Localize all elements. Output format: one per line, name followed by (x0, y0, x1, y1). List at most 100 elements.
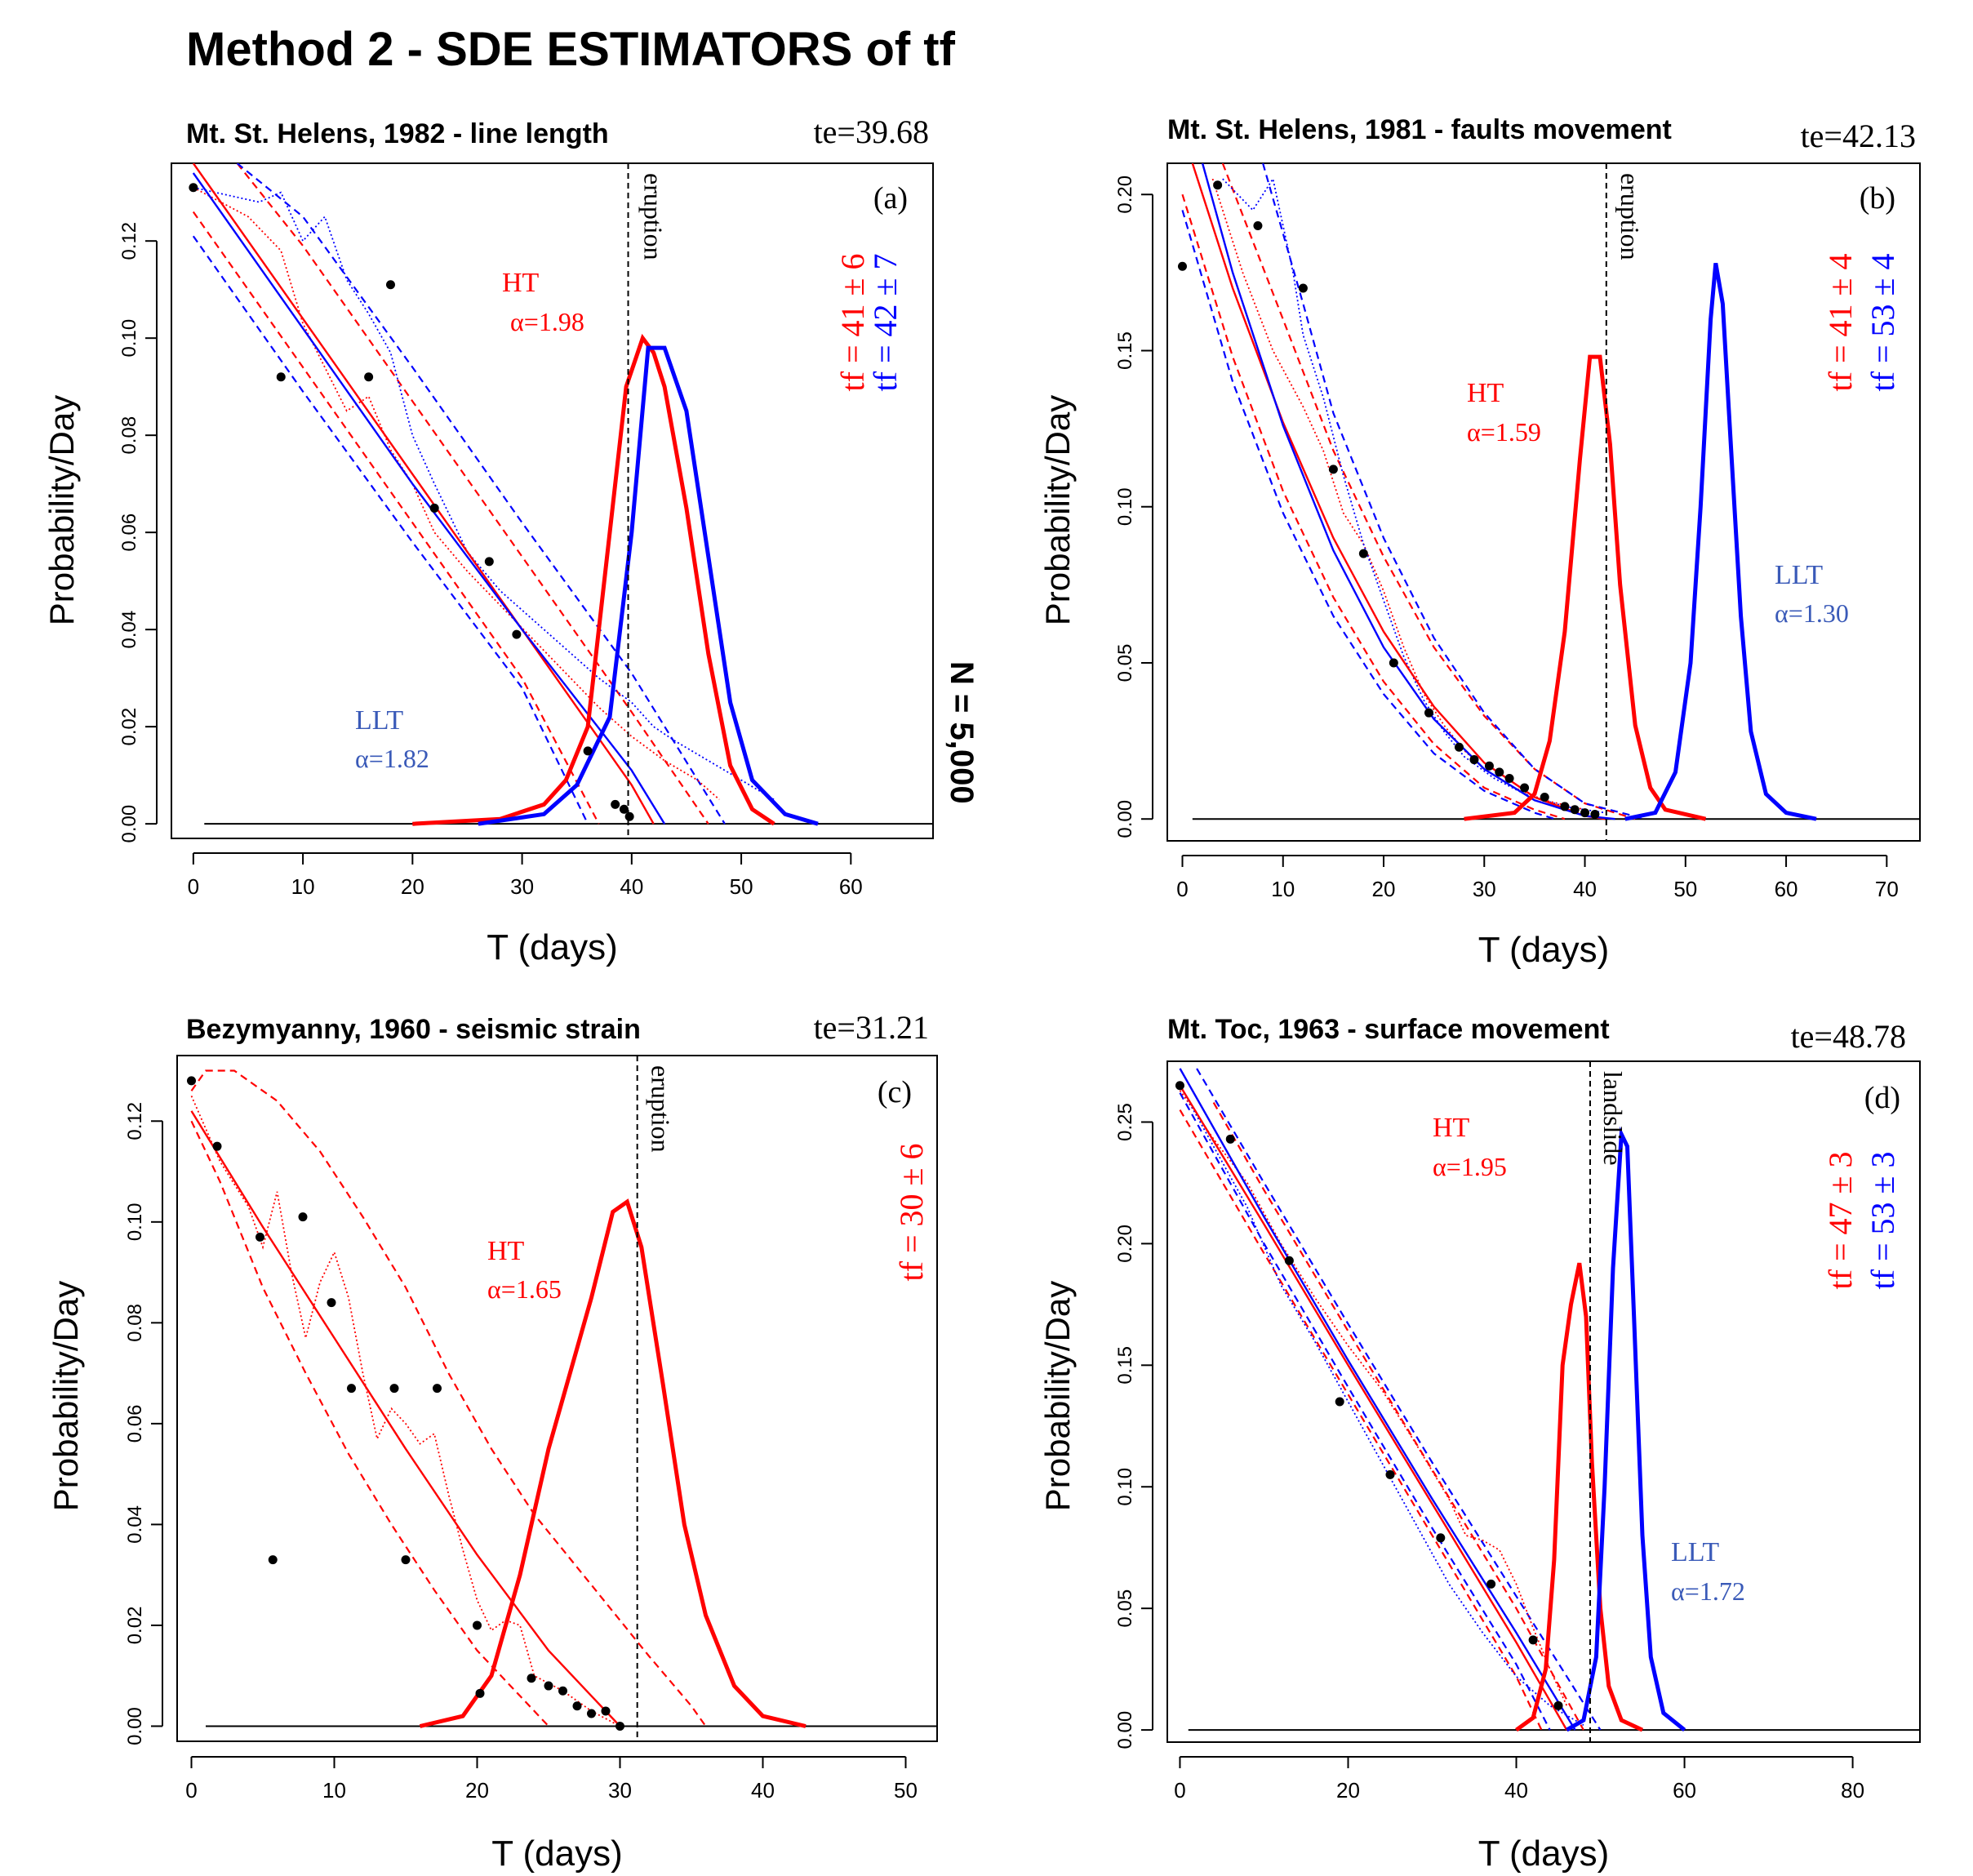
data-point (276, 372, 286, 382)
data-point (544, 1681, 553, 1691)
data-point (1590, 809, 1600, 819)
y-tick-label: 0.10 (118, 319, 140, 358)
ht-band-upper (236, 163, 709, 825)
panel-title: Mt. St. Helens, 1981 - faults movement (1167, 114, 1672, 145)
data-point (1328, 465, 1338, 474)
data-point (1358, 549, 1368, 558)
llt-tf-density (478, 345, 819, 826)
data-point (364, 372, 374, 382)
ht-sample-path (190, 1096, 620, 1727)
data-point (327, 1298, 336, 1308)
x-tick-label: 60 (839, 874, 863, 899)
x-tick-label: 40 (751, 1778, 775, 1803)
data-point (1335, 1397, 1344, 1407)
tf-estimate-label: tf = 41 ± 6 (834, 254, 871, 392)
x-tick-label: 0 (1176, 877, 1188, 901)
ht-fit-line (190, 1110, 621, 1727)
llt-sample-path (1179, 1085, 1584, 1726)
x-tick-label: 80 (1841, 1778, 1864, 1803)
panel-title: Mt. St. Helens, 1982 - line length (186, 118, 609, 149)
ht-band-lower (192, 211, 600, 825)
data-point (1253, 220, 1263, 230)
data-point (401, 1555, 411, 1565)
x-tick-label: 50 (894, 1778, 918, 1803)
data-point (1454, 742, 1464, 752)
panel-letter: (b) (1860, 181, 1895, 216)
ht-sample-path (193, 186, 720, 801)
y-tick-label: 0.04 (124, 1505, 146, 1544)
y-tick-label: 0.00 (124, 1707, 146, 1745)
data-point (1469, 755, 1479, 765)
x-tick-label: 50 (730, 874, 753, 899)
plot-area (1175, 1068, 1920, 1732)
panel-letter: (a) (873, 181, 908, 216)
x-tick-label: 20 (1372, 877, 1396, 901)
plot-area (187, 1069, 937, 1731)
llt-band-upper (1196, 1068, 1602, 1731)
x-axis-label: T (days) (491, 1834, 623, 1874)
y-tick-label: 0.10 (1114, 1468, 1136, 1506)
event-label: eruption (639, 173, 669, 260)
llt-band-upper (236, 163, 726, 825)
ht-fit-line (1179, 1085, 1568, 1731)
tf-estimate-label: tf = 30 ± 6 (893, 1144, 930, 1282)
x-tick-label: 10 (1271, 877, 1295, 901)
sample-size-label: N = 5,000 (944, 661, 980, 804)
x-tick-label: 40 (620, 874, 643, 899)
data-point (385, 280, 395, 290)
x-tick-label: 60 (1673, 1778, 1696, 1803)
y-tick-label: 0.15 (1114, 331, 1136, 370)
ht-tf-density (419, 1198, 807, 1728)
data-point (187, 1076, 196, 1086)
x-tick-label: 0 (1174, 1778, 1185, 1803)
x-tick-label: 20 (1336, 1778, 1360, 1803)
data-point (1486, 1579, 1496, 1589)
llt-fit-line (192, 172, 666, 825)
ht-tf-density (412, 333, 775, 826)
data-point (1389, 658, 1398, 668)
llt-fit-line (1179, 1068, 1576, 1731)
tf-estimate-label: tf = 42 ± 7 (867, 254, 904, 392)
x-tick-label: 70 (1875, 877, 1899, 901)
figure-title: Method 2 - SDE ESTIMATORS of tf (186, 23, 956, 76)
chart-panel-b: 0 10 20 30 40 50 60 70 0.00 0.05 0.10 0.15 0.20 T (da… (1038, 114, 1921, 970)
data-point (558, 1686, 567, 1696)
x-axis-label: T (days) (1478, 930, 1610, 970)
data-point (475, 1688, 485, 1698)
y-tick-label: 0.25 (1114, 1103, 1136, 1141)
y-tick-label: 0.00 (118, 805, 140, 843)
tf-estimate-label: tf = 41 ± 4 (1822, 254, 1859, 392)
te-label: te=42.13 (1801, 118, 1916, 154)
ht-sample-path (1211, 178, 1585, 811)
x-tick-label: 10 (291, 874, 315, 899)
event-label: eruption (647, 1065, 676, 1153)
llt-label: LLT (355, 705, 403, 736)
x-tick-label: 40 (1504, 1778, 1528, 1803)
data-point (347, 1384, 356, 1394)
tf-estimate-label: tf = 53 ± 3 (1864, 1152, 1901, 1290)
ht-tf-density (1515, 1262, 1644, 1732)
ht-band-lower (1181, 193, 1566, 820)
ht-band-lower (190, 1120, 549, 1727)
x-tick-label: 50 (1673, 877, 1697, 901)
y-axis-label: Probability/Day (42, 395, 81, 625)
data-point (1560, 802, 1570, 811)
data-point (1495, 767, 1504, 777)
data-point (1553, 1700, 1563, 1710)
x-tick-label: 20 (465, 1778, 489, 1803)
y-tick-label: 0.04 (118, 611, 140, 649)
llt-label: LLT (1775, 560, 1823, 590)
plot-area (1177, 163, 1920, 821)
y-tick-label: 0.20 (1114, 176, 1136, 214)
y-tick-label: 0.20 (1114, 1225, 1136, 1263)
ht-alpha-label: α=1.95 (1433, 1152, 1507, 1181)
data-point (1484, 761, 1494, 771)
data-point (583, 746, 593, 756)
ht-band-lower (1179, 1109, 1543, 1731)
x-axis-label: T (days) (1478, 1834, 1610, 1874)
chart-panel-a: 0 10 20 30 40 50 60 0.00 0.02 0.04 0.06 0.08 0.10 0.1… (42, 113, 934, 967)
data-point (429, 503, 439, 513)
data-point (1528, 1635, 1538, 1645)
llt-tf-density (1566, 1126, 1686, 1732)
ht-band-upper (1212, 1102, 1584, 1731)
